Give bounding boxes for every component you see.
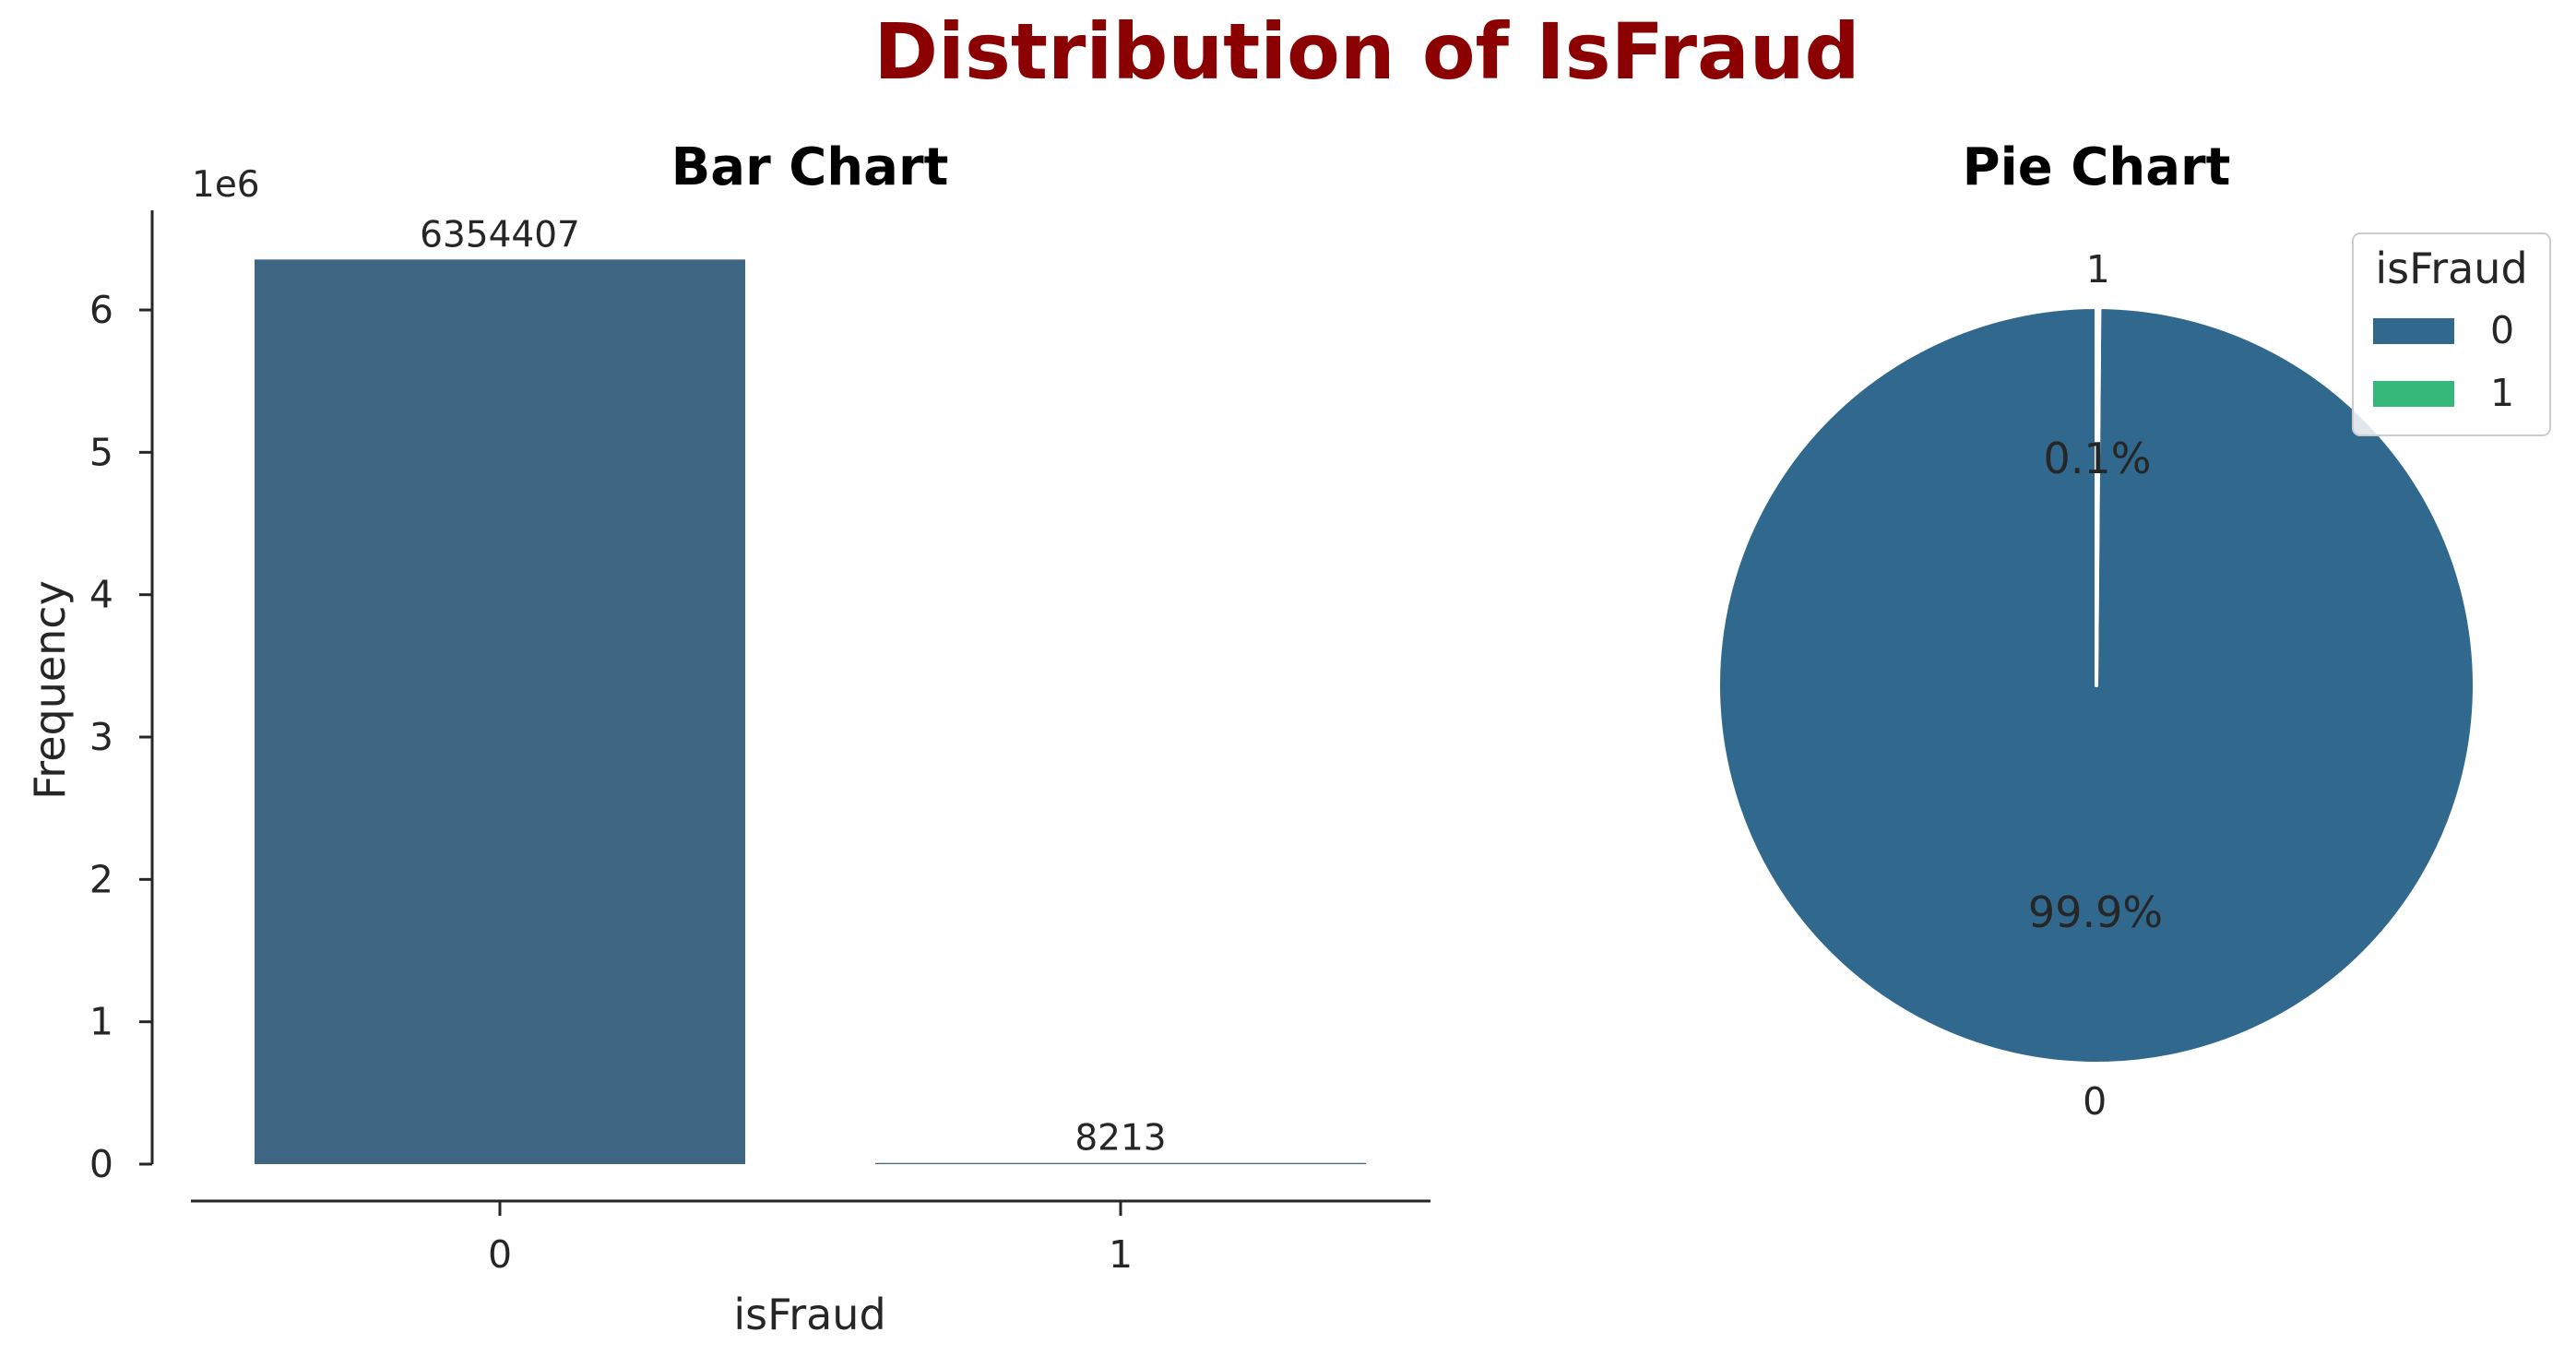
y-tick-label: 3	[89, 715, 113, 759]
pie-slices	[1716, 304, 2477, 1065]
pie-labels: 0 99.9% 1 0.1%	[2028, 247, 2163, 1124]
legend-entry-label: 0	[2490, 308, 2514, 352]
legend-title: isFraud	[2375, 244, 2527, 293]
bar-data-labels: 6354407 8213	[420, 214, 1166, 1159]
x-tick-label: 0	[488, 1232, 512, 1277]
y-tick-label: 1	[89, 1000, 113, 1044]
y-tick-label: 4	[89, 573, 113, 617]
y-tick-label: 2	[89, 857, 113, 901]
y-ticks: 0 1 2 3 4 5 6	[89, 288, 152, 1186]
pie-slice	[2095, 304, 2102, 687]
y-axis-label: Frequency	[25, 580, 75, 800]
bar-chart-title: Bar Chart	[671, 137, 949, 197]
pie-percent-label: 0.1%	[2044, 434, 2152, 483]
bar	[875, 1162, 1366, 1164]
bar-data-label: 8213	[1074, 1118, 1166, 1160]
pie-category-label: 0	[2083, 1079, 2107, 1124]
pie-percent-label: 99.9%	[2028, 887, 2163, 937]
pie-category-label: 1	[2086, 247, 2110, 291]
y-tick-label: 0	[89, 1142, 113, 1186]
legend: isFraud 01	[2352, 232, 2551, 436]
legend-swatch	[2373, 381, 2454, 407]
bar-data-label: 6354407	[420, 214, 580, 256]
y-tick-label: 6	[89, 288, 113, 332]
legend-entry-label: 1	[2490, 371, 2514, 415]
x-tick-label: 1	[1109, 1232, 1133, 1277]
y-tick-label: 5	[89, 430, 113, 474]
legend-swatch	[2373, 318, 2454, 344]
pie-chart-title: Pie Chart	[1963, 137, 2231, 197]
figure-title: Distribution of IsFraud	[873, 6, 1859, 97]
bar	[255, 259, 745, 1164]
pie-chart-panel: Pie Chart 099.9%10.1% isFraud 01	[1716, 137, 2551, 1124]
y-axis-offset-text: 1e6	[192, 164, 260, 206]
legend-entries: 01	[2373, 308, 2514, 415]
x-axis-label: isFraud	[733, 1290, 885, 1339]
bars	[255, 259, 1366, 1164]
